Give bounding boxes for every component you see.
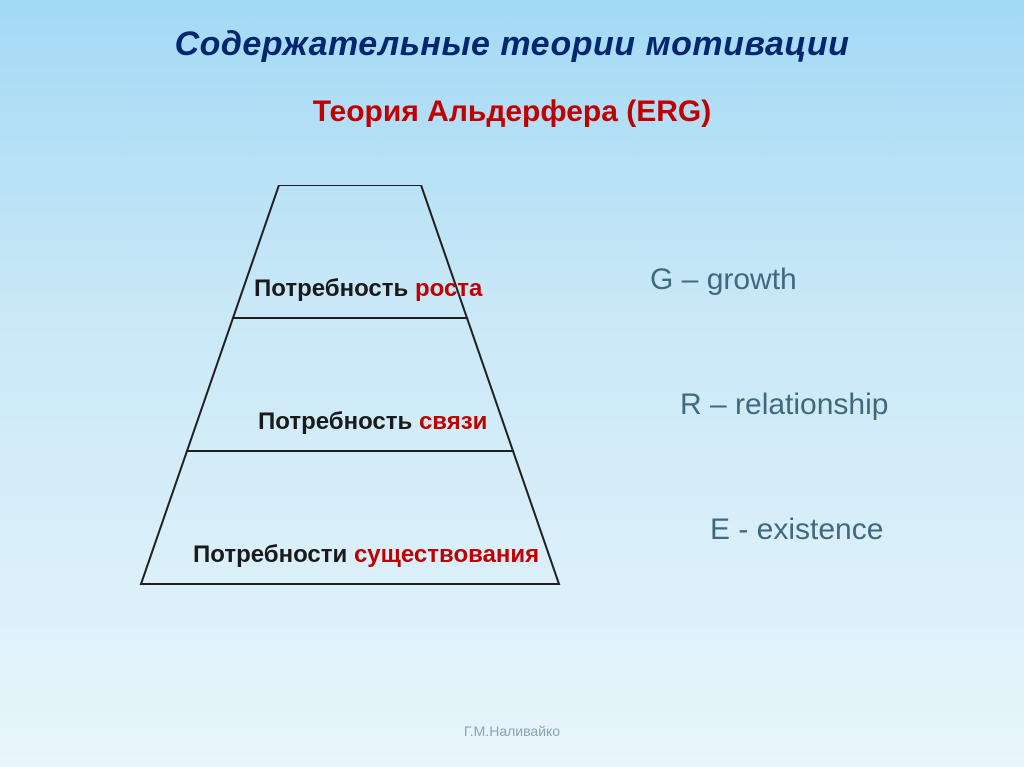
pyramid-label-relationship: Потребность связи (258, 408, 487, 436)
subtitle: Теория Альдерфера (ERG) (0, 95, 1024, 129)
pyramid-svg (75, 185, 625, 585)
footer-credit: Г.М.Наливайко (0, 723, 1024, 739)
side-label-existence: E - existence (710, 513, 883, 547)
main-title: Содержательные теории мотивации (0, 25, 1024, 64)
side-label-growth: G – growth (650, 263, 797, 297)
label-accent: роста (415, 275, 482, 302)
label-prefix: Потребность (258, 408, 419, 435)
pyramid-label-growth: Потребность роста (254, 275, 482, 303)
label-accent: существования (354, 541, 539, 568)
label-prefix: Потребности (193, 541, 354, 568)
label-accent: связи (419, 408, 487, 435)
side-label-relationship: R – relationship (680, 388, 888, 422)
label-prefix: Потребность (254, 275, 415, 302)
pyramid-label-existence: Потребности существования (193, 541, 539, 569)
pyramid-diagram (75, 185, 625, 585)
